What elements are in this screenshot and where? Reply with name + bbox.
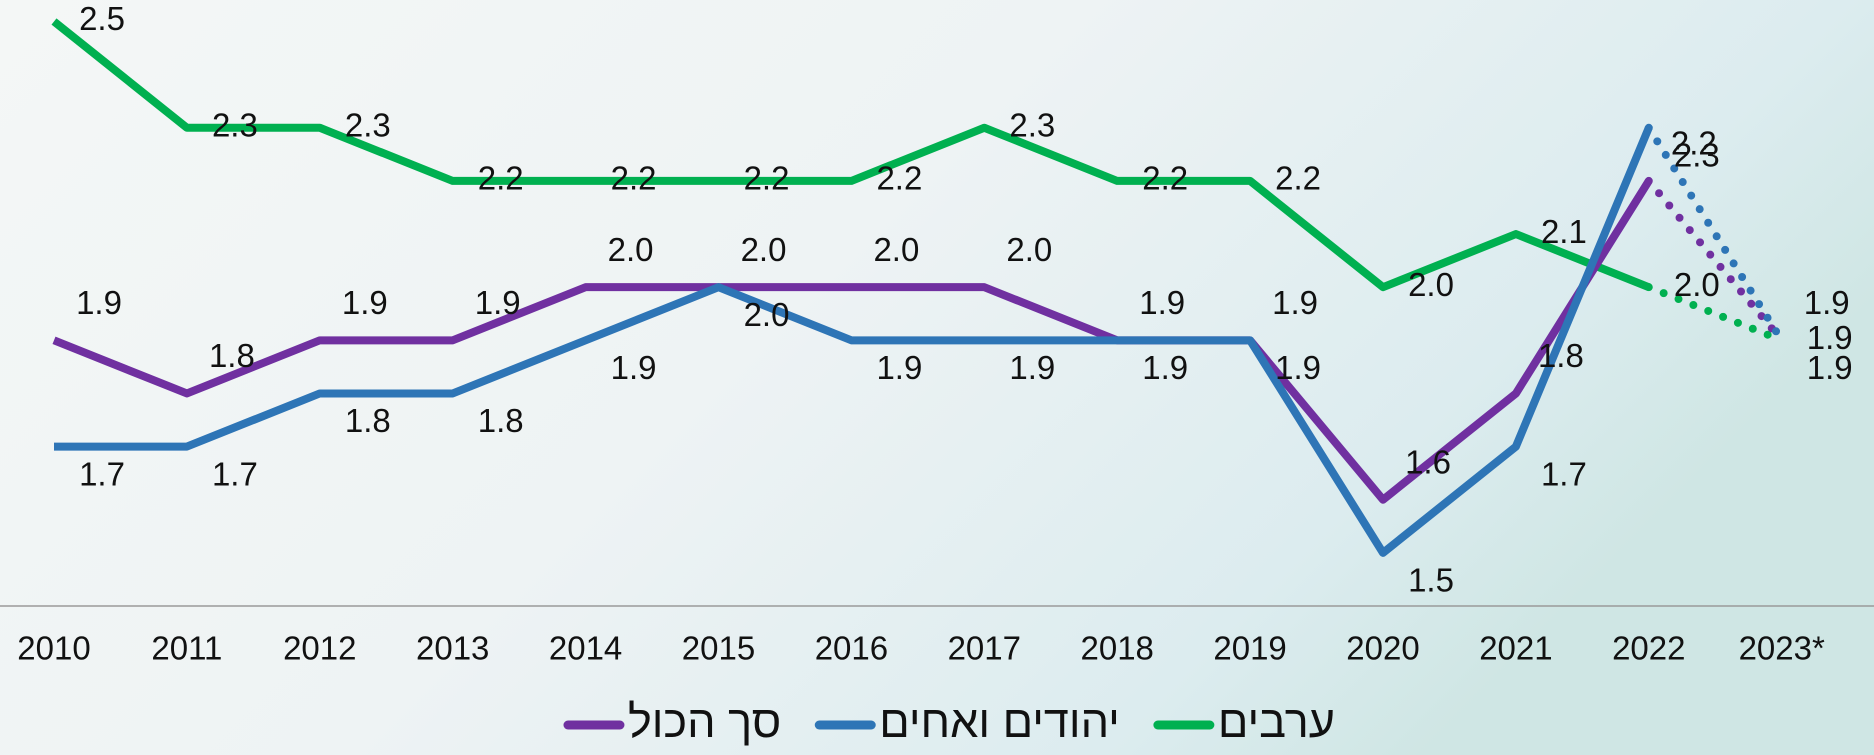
x-tick-label: 2016 [815,630,888,667]
data-label: 2.2 [611,160,657,197]
x-tick-label: 2017 [948,630,1021,667]
data-label: 1.8 [1538,337,1584,374]
legend-label: ערבים [1218,696,1335,747]
data-label: 2.2 [478,160,524,197]
data-label: 2.0 [608,231,654,268]
data-label: 2.2 [1275,160,1321,197]
x-tick-label: 2012 [283,630,356,667]
x-tick-label: 2015 [682,630,755,667]
data-label: 1.5 [1408,562,1454,599]
data-label: 2.0 [1006,231,1052,268]
data-label: 2.0 [1408,266,1454,303]
data-label: 2.3 [212,106,258,143]
legend-label: סך הכול [628,696,781,747]
data-label: 1.7 [79,455,125,492]
x-tick-label: 2011 [151,630,222,667]
data-label: 2.3 [345,106,391,143]
data-label: 1.8 [209,337,255,374]
data-label: 2.2 [1142,160,1188,197]
data-label: 2.2 [876,160,922,197]
data-label: 1.9 [1807,349,1853,386]
data-label: 1.7 [212,455,258,492]
x-tick-label: 2022 [1612,630,1685,667]
data-label: 1.9 [1009,349,1055,386]
x-tick-label: 2014 [549,630,622,667]
data-label: 2.3 [1674,136,1720,173]
data-label: 1.9 [1142,349,1188,386]
data-label: 1.9 [1272,284,1318,321]
data-label: 1.6 [1405,443,1451,480]
x-tick-label: 2019 [1213,630,1286,667]
data-label: 1.9 [342,284,388,321]
series-line [52,178,1653,504]
data-label: 2.2 [744,160,790,197]
data-label: 1.9 [1275,349,1321,386]
data-label: 1.9 [1139,284,1185,321]
data-label: 1.9 [475,284,521,321]
data-label: 1.9 [876,349,922,386]
data-label: 2.0 [741,231,787,268]
data-label: 2.0 [744,296,790,333]
data-label: 2.3 [1009,106,1055,143]
projection-line [1644,123,1786,345]
data-label: 1.9 [76,284,122,321]
data-label: 2.5 [79,0,125,37]
series-line [51,18,1651,292]
data-label: 1.8 [478,402,524,439]
x-tick-label: 2018 [1080,630,1153,667]
data-label: 1.9 [1804,284,1850,321]
series-line [54,126,1653,557]
legend-label: יהודים ואחים [879,696,1120,747]
data-label: 2.1 [1541,213,1587,250]
x-tick-label: 2020 [1346,630,1419,667]
data-label: 2.2 [1671,125,1717,162]
projection-line [1644,176,1786,345]
data-label: 1.9 [611,349,657,386]
data-label: 1.7 [1541,455,1587,492]
x-tick-label: 2013 [416,630,489,667]
x-tick-label: 2023* [1739,630,1825,667]
x-tick-label: 2021 [1479,630,1552,667]
x-tick-label: 2010 [17,630,90,667]
data-label: 1.9 [1807,319,1853,356]
data-label: 2.0 [1674,266,1720,303]
data-label: 1.8 [345,402,391,439]
data-label: 2.0 [873,231,919,268]
